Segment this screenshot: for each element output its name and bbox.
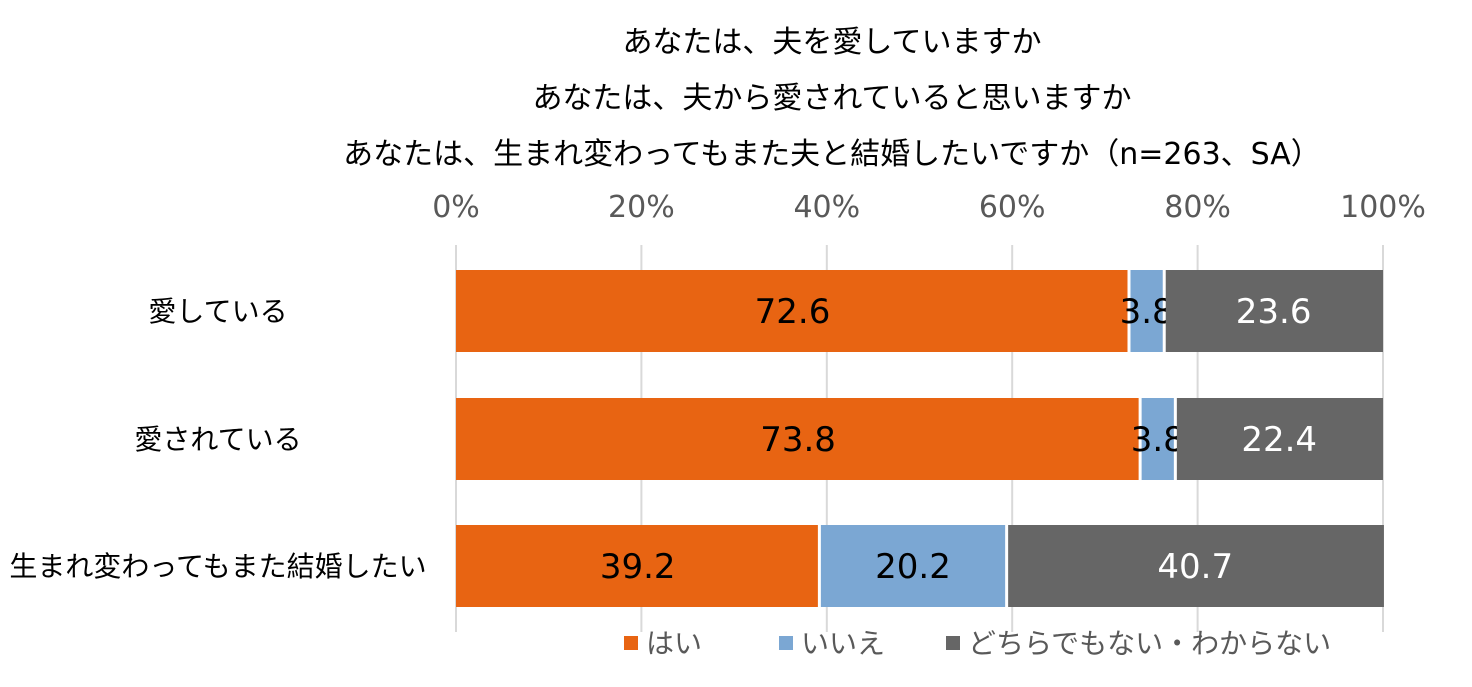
category-label: 愛されている xyxy=(134,423,301,456)
x-tick-label: 60% xyxy=(979,190,1046,225)
x-tick-label: 0% xyxy=(432,190,480,225)
data-label: 39.2 xyxy=(600,547,676,587)
x-tick-label: 20% xyxy=(608,190,675,225)
data-label: 73.8 xyxy=(760,420,836,460)
bar-segment xyxy=(1141,398,1174,480)
legend-label: はい xyxy=(646,627,702,660)
legend-swatch xyxy=(946,636,960,650)
bar-segment xyxy=(1130,270,1163,352)
legend-label: どちらでもない・わからない xyxy=(968,627,1331,660)
x-tick-label: 40% xyxy=(793,190,860,225)
data-label: 23.6 xyxy=(1236,292,1312,332)
chart-title: あなたは、夫を愛していますか あなたは、夫から愛されていると思いますか あなたは… xyxy=(343,25,1321,172)
chart-title-line-3: あなたは、生まれ変わってもまた夫と結婚したいですか（n=263、SA） xyxy=(343,137,1321,172)
bar-segment xyxy=(1176,398,1383,480)
chart-title-line-1: あなたは、夫を愛していますか xyxy=(622,25,1041,60)
legend: はい いいえ どちらでもない・わからない xyxy=(624,627,1331,660)
data-label: 3.8 xyxy=(1131,420,1185,460)
bar-segment xyxy=(1165,270,1383,352)
chart-title-line-2: あなたは、夫から愛されていると思いますか xyxy=(532,81,1131,116)
data-label: 20.2 xyxy=(875,547,951,587)
bar-segment xyxy=(820,525,1006,607)
bar-segment xyxy=(456,525,818,607)
legend-label: いいえ xyxy=(801,627,885,660)
bar-segment xyxy=(456,270,1128,352)
category-label: 生まれ変わってもまた結婚したい xyxy=(9,550,426,583)
data-label: 3.8 xyxy=(1120,292,1174,332)
legend-swatch xyxy=(624,636,638,650)
data-label: 72.6 xyxy=(755,292,831,332)
data-label: 22.4 xyxy=(1241,420,1317,460)
bars: 72.6 3.8 23.6 73.8 3.8 22.4 39.2 20.2 40.7 xyxy=(456,270,1384,607)
legend-swatch xyxy=(779,636,793,650)
bar-segment xyxy=(456,398,1139,480)
bar-segment xyxy=(1008,525,1384,607)
x-axis-ticks: 0% 20% 40% 60% 80% 100% xyxy=(432,190,1426,225)
x-tick-label: 100% xyxy=(1340,190,1426,225)
category-label: 愛している xyxy=(148,295,287,328)
data-label: 40.7 xyxy=(1157,547,1233,587)
x-tick-label: 80% xyxy=(1164,190,1231,225)
